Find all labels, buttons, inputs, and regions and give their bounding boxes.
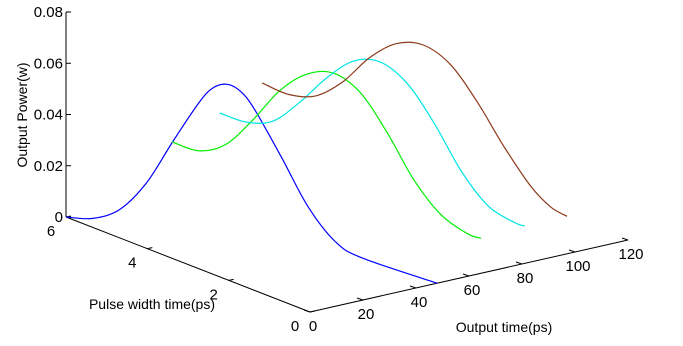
x-tick-label: 40 bbox=[411, 294, 428, 311]
x-tick-label: 100 bbox=[565, 258, 590, 275]
z-tick-label: 0.04 bbox=[34, 107, 63, 124]
series-group bbox=[66, 42, 567, 283]
x-tick-label: 0 bbox=[309, 318, 317, 335]
x-tick-mark bbox=[569, 250, 575, 252]
z-tick-label: 0 bbox=[55, 209, 63, 226]
x-tick-mark bbox=[357, 298, 363, 300]
x-tick-mark bbox=[410, 286, 416, 288]
series-line-2 bbox=[172, 71, 481, 238]
y-tick-mark bbox=[310, 311, 315, 312]
x-tick-label: 120 bbox=[618, 246, 643, 263]
series-line-1 bbox=[66, 84, 437, 283]
y-axis-title: Pulse width time(ps) bbox=[89, 296, 215, 312]
x-tick-label: 60 bbox=[464, 282, 481, 299]
z-axis-title: Output Power(w) bbox=[14, 62, 30, 167]
z-tick-label: 0.02 bbox=[34, 158, 63, 175]
y-tick-mark bbox=[147, 248, 152, 249]
y-tick-label: 4 bbox=[128, 255, 136, 272]
x-axis-title: Output time(ps) bbox=[456, 319, 552, 335]
x-tick-label: 80 bbox=[517, 270, 534, 287]
ticks-group: 020406080100120024600.020.040.060.08 bbox=[34, 4, 644, 335]
x-tick-mark bbox=[622, 238, 628, 240]
z-tick-label: 0.06 bbox=[34, 55, 63, 72]
y-tick-label: 0 bbox=[291, 318, 299, 335]
axes-group bbox=[66, 12, 628, 312]
x-tick-mark bbox=[516, 262, 522, 264]
series-line-4 bbox=[262, 42, 567, 216]
x-tick-label: 20 bbox=[358, 306, 375, 323]
x-tick-mark bbox=[463, 274, 469, 276]
z-tick-label: 0.08 bbox=[34, 4, 63, 21]
y-tick-mark bbox=[229, 279, 234, 280]
